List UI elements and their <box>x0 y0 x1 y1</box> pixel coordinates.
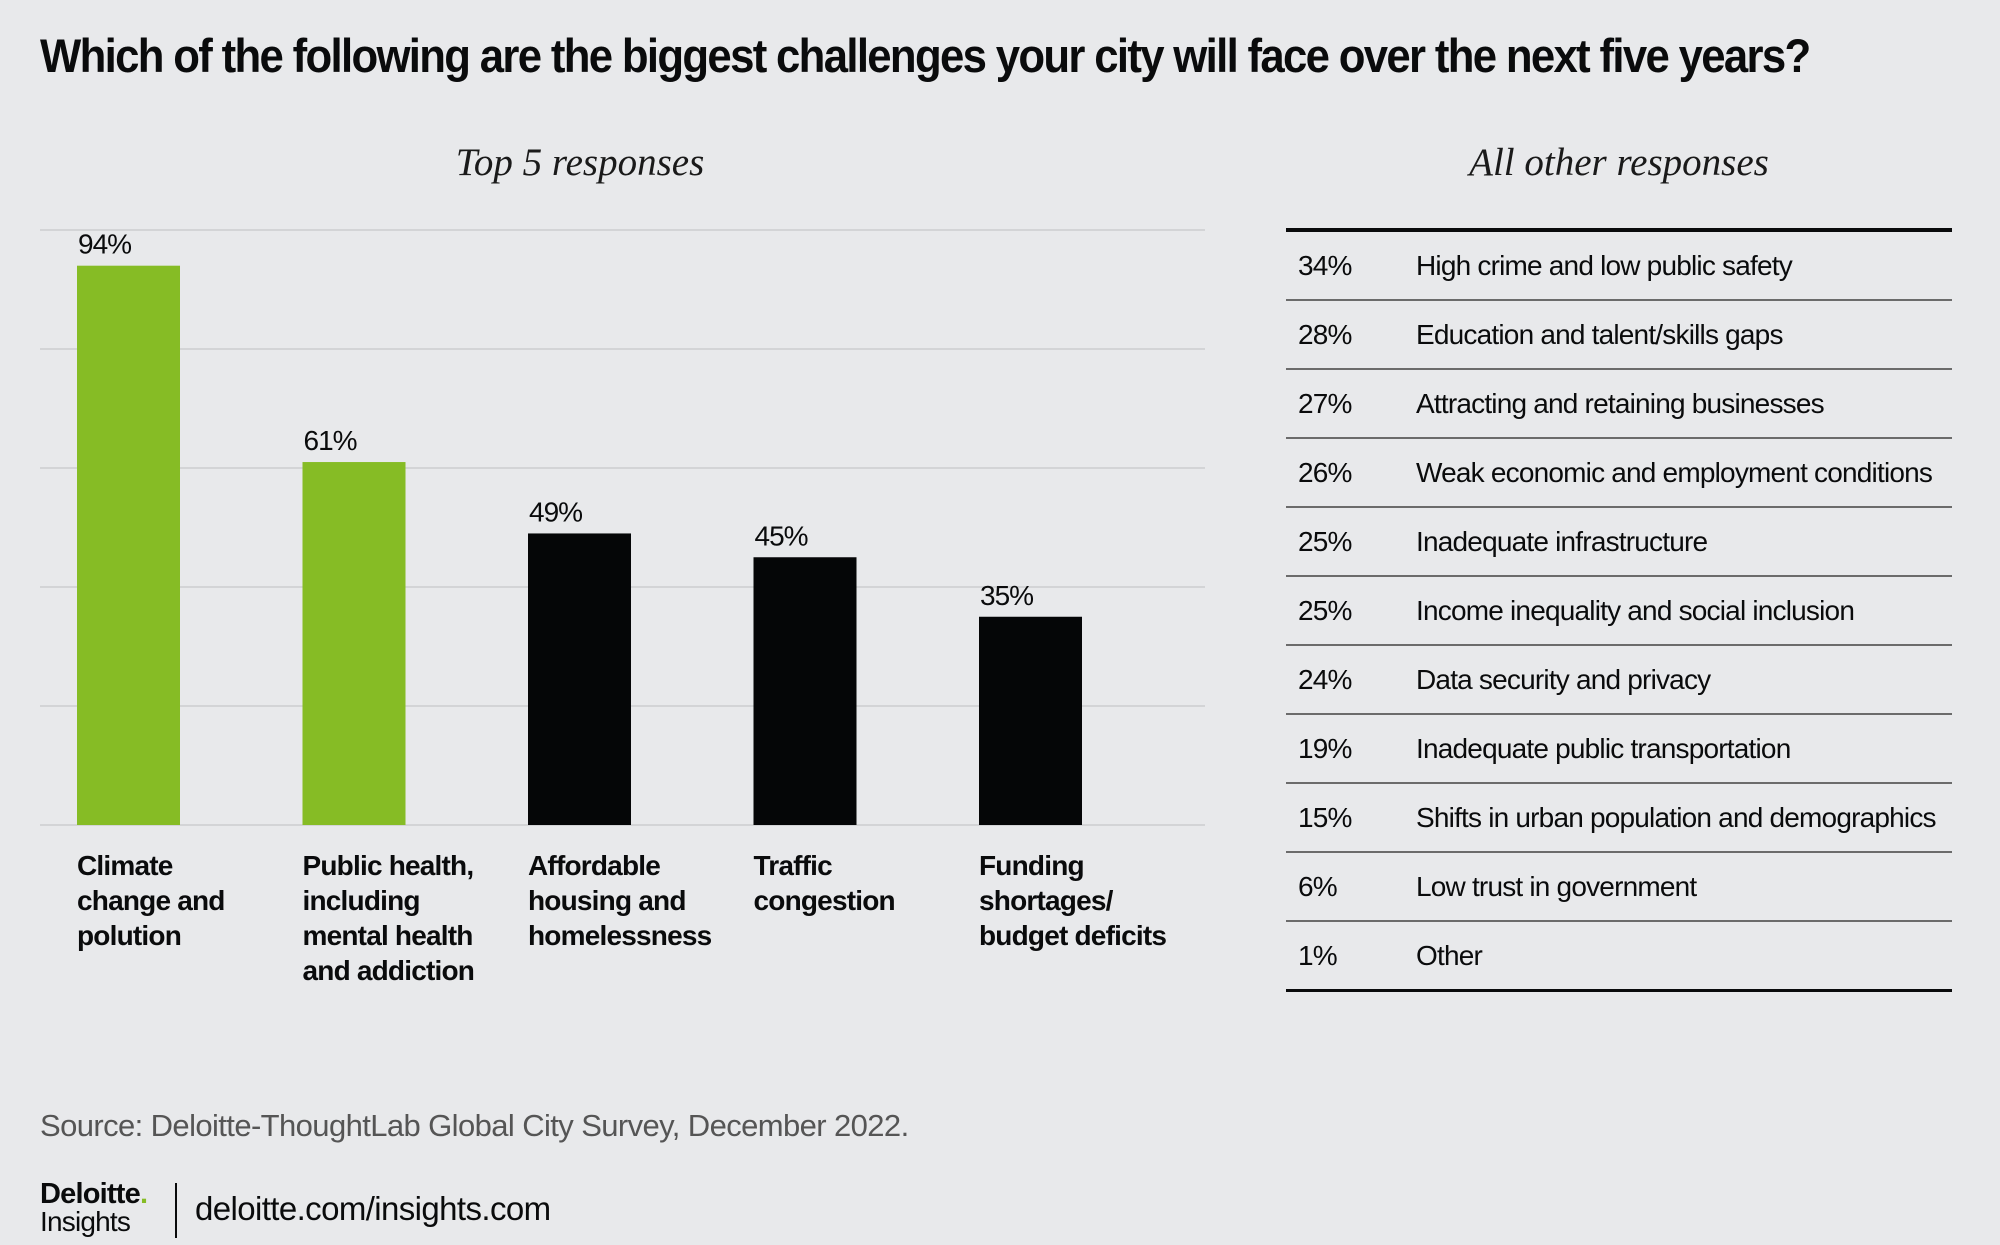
other-responses-table: 34% High crime and low public safety 28% Ed… <box>1286 228 1952 992</box>
footer-url[interactable]: deloitte.com/insights.com <box>195 1190 551 1227</box>
response-label: Education and talent/skills gaps <box>1416 318 1783 350</box>
table-row: 6% Low trust in government <box>1286 853 1952 922</box>
response-label: Shifts in urban population and demograph… <box>1416 801 1937 833</box>
table-top-rule <box>1286 228 1952 232</box>
response-percent: 28% <box>1298 318 1352 350</box>
bar-value-label: 49% <box>529 496 582 527</box>
bar <box>77 265 180 825</box>
bar-value-label: 45% <box>755 520 808 551</box>
response-percent: 24% <box>1298 663 1352 695</box>
bar <box>528 533 631 825</box>
response-label: Attracting and retaining businesses <box>1416 387 1825 419</box>
response-label: Weak economic and employment conditions <box>1416 456 1933 488</box>
table-row: 25% Inadequate infrastructure <box>1286 508 1952 577</box>
bar-value-label: 94% <box>78 229 131 260</box>
table-row: 25% Income inequality and social inclusio… <box>1286 577 1952 646</box>
bar-value-label: 61% <box>304 425 357 456</box>
logo-green-dot: . <box>139 1178 148 1210</box>
response-label: High crime and low public safety <box>1416 249 1793 281</box>
category-label: Affordable housing and homelessness <box>528 850 712 951</box>
response-percent: 34% <box>1298 249 1352 281</box>
response-label: Other <box>1416 939 1483 971</box>
top-responses-heading: Top 5 responses <box>455 141 705 184</box>
footer-divider <box>175 1183 177 1238</box>
logo-brand: Deloitte <box>40 1178 141 1210</box>
table-row: 1% Other <box>1286 922 1952 992</box>
response-percent: 1% <box>1298 939 1338 971</box>
deloitte-insights-logo: Deloitte. Insights <box>40 1178 148 1237</box>
table-row: 24% Data security and privacy <box>1286 646 1952 715</box>
table-row: 15% Shifts in urban population and demogr… <box>1286 784 1952 853</box>
table-row: 27% Attracting and retaining businesses <box>1286 370 1952 439</box>
response-label: Data security and privacy <box>1416 663 1711 695</box>
bar <box>302 462 406 825</box>
response-label: Low trust in government <box>1416 870 1697 902</box>
bar-value-label: 35% <box>980 580 1033 611</box>
source-note: Source: Deloitte-ThoughtLab Global City … <box>40 1108 909 1143</box>
response-percent: 26% <box>1298 456 1352 488</box>
table-row: 28% Education and talent/skills gaps <box>1286 301 1952 370</box>
response-percent: 19% <box>1298 732 1352 764</box>
category-label: Climate change and polution <box>77 850 225 951</box>
response-label: Inadequate public transportation <box>1416 732 1791 764</box>
response-percent: 15% <box>1298 801 1352 833</box>
category-label: Public health, including mental health a… <box>302 850 475 986</box>
logo-sub: Insights <box>40 1206 131 1237</box>
response-percent: 6% <box>1298 870 1338 902</box>
table-row: 19% Inadequate public transportation <box>1286 715 1952 784</box>
chart-title: Which of the following are the biggest c… <box>40 29 1811 82</box>
other-responses-heading: All other responses <box>1469 141 1769 184</box>
response-percent: 27% <box>1298 387 1352 419</box>
bar <box>753 557 857 825</box>
table-row: 26% Weak economic and employment conditio… <box>1286 439 1952 508</box>
bar <box>979 616 1082 825</box>
bar-chart: 94% 61% 49% 45% 35% <box>40 229 1205 826</box>
response-percent: 25% <box>1298 525 1352 557</box>
category-label: Traffic congestion <box>753 850 896 916</box>
table-row: 34% High crime and low public safety <box>1286 232 1952 301</box>
category-label: Funding shortages/ budget deficits <box>979 850 1167 951</box>
response-label: Inadequate infrastructure <box>1416 525 1708 557</box>
response-percent: 25% <box>1298 594 1352 626</box>
response-label: Income inequality and social inclusion <box>1416 594 1855 626</box>
